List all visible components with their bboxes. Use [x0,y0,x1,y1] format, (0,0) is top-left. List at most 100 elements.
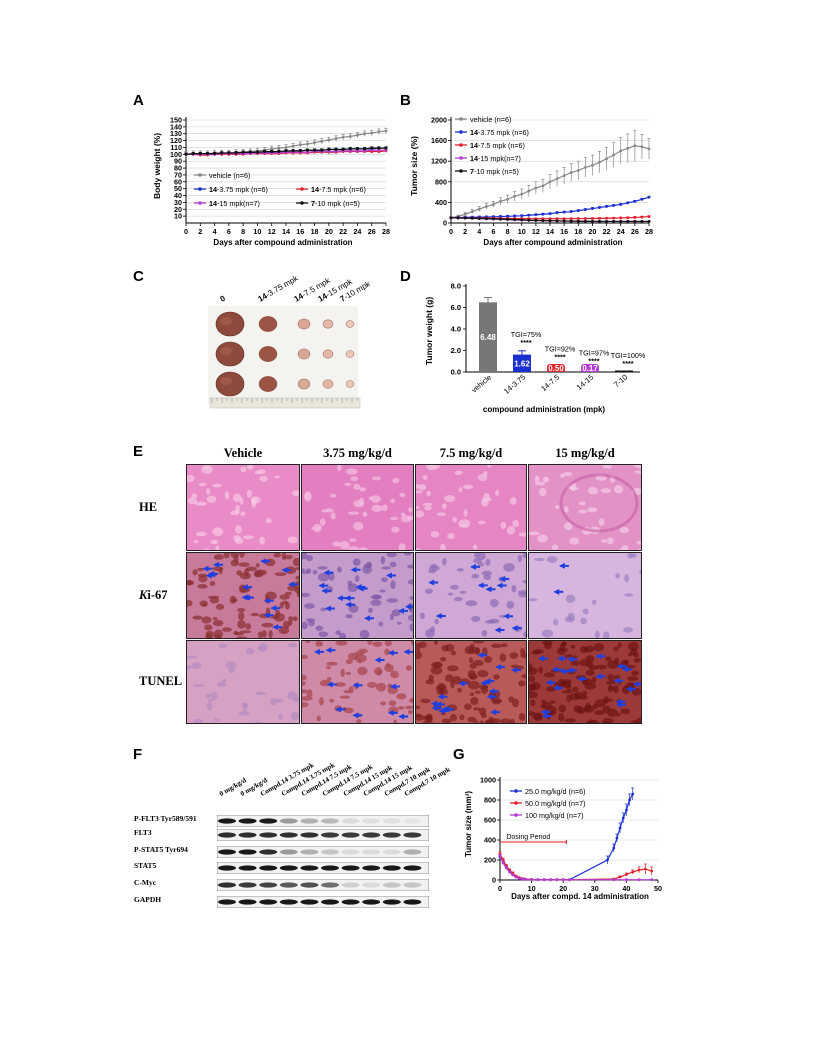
blot-band [321,832,339,838]
tissue-cell [315,625,324,631]
arrow-marker [437,693,448,700]
tissue-cell [302,674,307,681]
tissue-cell [334,705,343,712]
x-tick-label: 18 [574,227,582,236]
tissue-cell [334,682,347,687]
tissue-cell [359,497,365,506]
tissue-cell [270,615,280,619]
blot-frame [217,879,429,891]
legend-marker [514,801,518,805]
tissue-cell [384,664,394,673]
tissue-cell [303,603,315,609]
tissue-cell [347,652,359,660]
blot-band [341,899,360,905]
tissue-cell [265,607,271,616]
panel-d-chart: Tumor weight (g) compound administration… [424,282,646,415]
arrow-marker [477,582,488,589]
legend-label: 7-10 mpk (n=5) [311,199,360,208]
arrow-marker [435,612,446,619]
tissue-cell [588,526,601,535]
tissue-cell [353,499,365,508]
tissue-cell [430,530,440,538]
tissue-cell [187,579,192,586]
bar-label-bg [581,364,599,372]
tissue-cell [469,675,479,679]
y-tick-label: 30 [174,198,182,207]
tissue-cell [197,584,208,589]
arrow-marker [335,706,346,713]
tissue-cell [530,699,536,707]
tissue-cell [561,641,567,649]
arrow-marker [621,666,632,673]
tissue-cell [239,553,245,558]
tissue-cell [408,697,413,703]
y-tick-label: 20 [174,205,182,214]
series-point [626,220,630,223]
legend-text: 50.0 mg/kg/d (n=7) [525,799,586,808]
series-point [583,208,587,212]
series-point [348,135,352,138]
tissue-cell [240,466,247,473]
y-tick-label: 120 [170,136,182,145]
arrow-marker [397,607,408,614]
tissue-cell [370,594,382,600]
arrow-marker [202,565,213,572]
panel-b-xlabel: Days after compound administration [483,238,622,247]
tissue-cell [326,661,338,666]
tissue-cell [575,675,586,680]
tissue-cell [572,686,579,693]
arrow-marker [350,566,361,573]
series-point [527,213,531,217]
tissue-cell [517,590,526,595]
tissue-cell [620,708,631,715]
series-point [647,215,651,218]
tissue-cell [623,659,630,665]
tissue-cell [607,673,614,681]
tissue-cell [628,652,633,657]
tissue-cell [326,677,332,682]
arrow-marker [553,588,564,595]
tissue-cell [302,654,309,660]
tissue-cell [325,665,331,670]
tissue-cell [469,662,477,669]
panel-b-ylabel: Tumor size (%) [409,136,419,196]
arrow-marker [430,700,441,707]
series-point [650,869,654,873]
arrow-marker [403,648,413,655]
tissue-cell [635,717,641,723]
tissue-cell [471,615,481,622]
blot-band [382,899,401,905]
blot-band [321,865,339,871]
blot-band [321,849,339,855]
tissue-cell [235,524,242,534]
series-point [320,139,324,143]
tissue-cell [467,716,477,723]
tissue-cell [284,591,292,596]
tissue-cell [210,572,218,577]
histology-column-header: 7.5 mg/kg/d [439,446,503,460]
arrow-marker [281,567,292,574]
series-point [384,148,388,152]
tissue-cell [279,601,284,609]
tissue-cell [228,667,235,674]
tissue-cell [392,477,400,484]
series-point [637,868,641,872]
series-point [640,220,644,223]
series-point [520,877,524,881]
tissue-cell [472,544,478,550]
tissue-cell [546,710,557,716]
tissue-cell [239,572,251,580]
tissue-cell [246,465,254,470]
tissue-cell [570,487,579,491]
arrow-marker [484,678,495,685]
tissue-cell [430,563,438,569]
tissue-cell [555,505,560,509]
tissue-cell [485,719,492,723]
tissue-cell [239,497,244,505]
tissue-cell [579,659,590,667]
series-point [605,220,608,223]
tissue-cell [283,554,293,560]
arrow-marker [325,647,336,654]
tissue-cell [485,558,491,566]
series-point [576,219,580,223]
